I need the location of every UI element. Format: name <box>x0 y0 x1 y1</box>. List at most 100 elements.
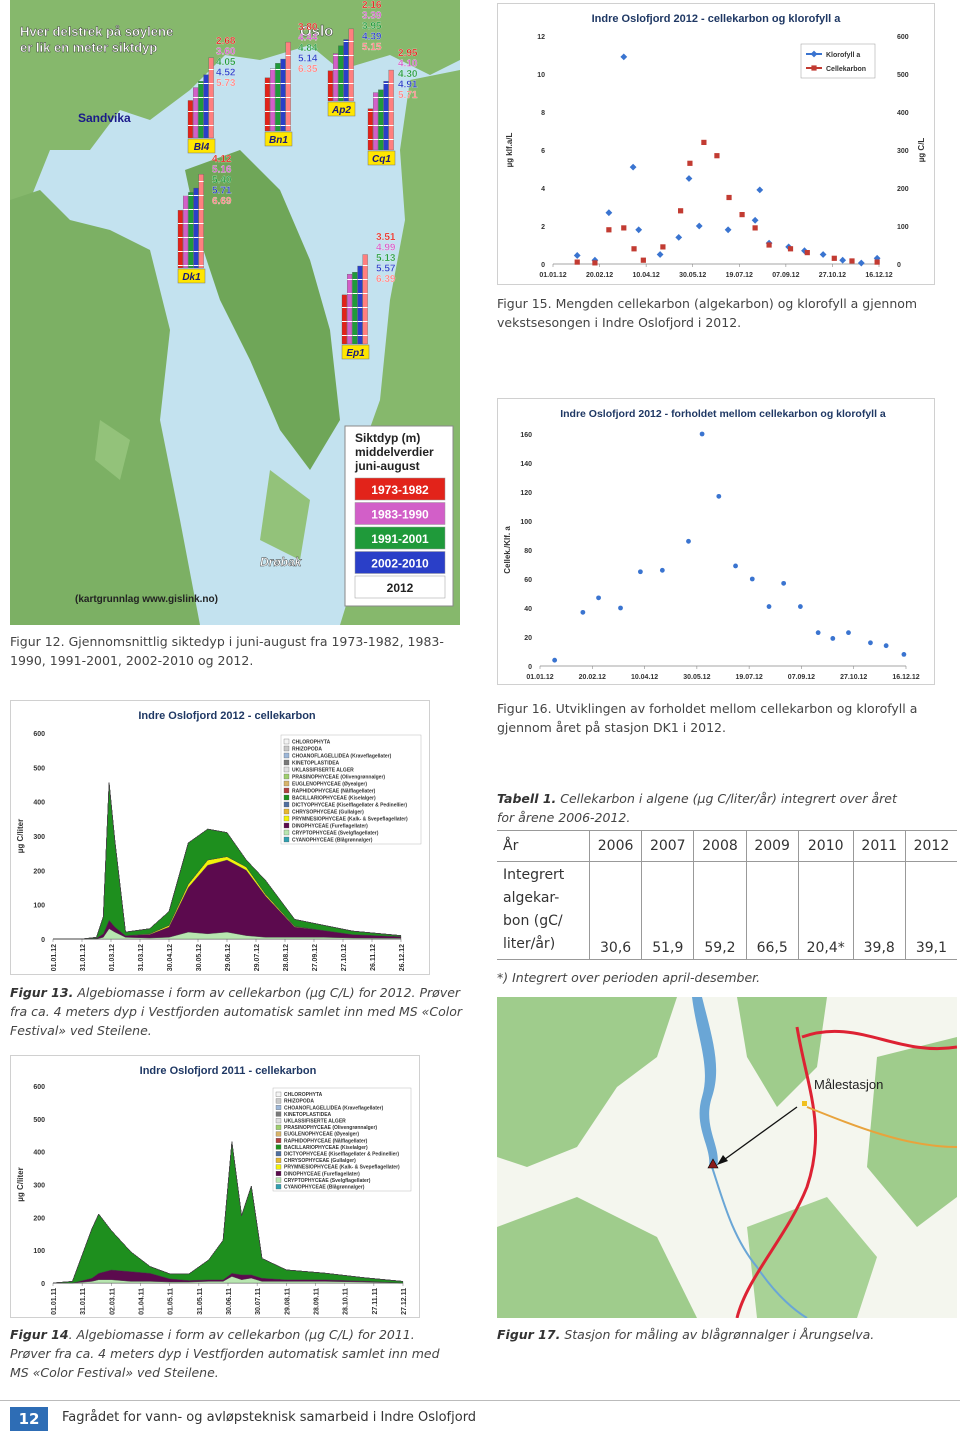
caption: Figur 16. Utviklingen av forholdet mello… <box>497 699 937 737</box>
bar-stripes <box>342 294 347 344</box>
x-tick-label: 01.01.11 <box>51 1288 58 1315</box>
y2-tick-label: 400 <box>897 110 909 117</box>
point <box>857 259 865 267</box>
forest <box>497 997 677 1167</box>
road <box>735 1026 818 1318</box>
station-box <box>187 138 216 154</box>
x-tick-label: 01.03.12 <box>109 944 116 971</box>
y2-tick-label: 300 <box>897 148 909 155</box>
y2-tick-label: 100 <box>897 224 909 231</box>
legend-label: 1973-1982 <box>371 483 429 497</box>
station-label: Bn1 <box>269 135 288 146</box>
point <box>699 431 705 437</box>
point <box>552 657 558 663</box>
visibility-value: 4.39 <box>362 32 382 43</box>
legend-swatch <box>283 745 290 752</box>
visibility-value: 5.13 <box>376 253 396 264</box>
legend-label: CYANOPHYCEAE (Blågrønnalger) <box>284 1184 365 1191</box>
lake <box>692 997 718 1167</box>
point <box>810 50 818 58</box>
legend-swatch <box>275 1138 282 1143</box>
legend-swatch <box>354 502 446 525</box>
x-tick-label: 02.03.11 <box>109 1288 116 1315</box>
point <box>631 246 637 252</box>
table-header-row: År 2006 2007 2008 2009 2010 2011 2012 <box>497 830 957 862</box>
legend-swatch <box>283 738 290 745</box>
visibility-value: 5.15 <box>362 42 382 53</box>
point <box>846 630 851 636</box>
table-header-cell: 2008 <box>693 830 747 862</box>
point <box>685 175 693 182</box>
point <box>675 234 683 241</box>
x-tick-label: 29.08.11 <box>284 1288 291 1315</box>
table-header-cell: 2006 <box>588 830 642 862</box>
chart-figure-14: Indre Oslofjord 2011 - cellekarbon µg C/l… <box>10 1055 420 1318</box>
point <box>640 257 646 263</box>
legend-label: CHLOROPHYTA <box>284 1092 323 1098</box>
caption-text: Cellekarbon i algene (µg C/liter/år) int… <box>497 791 897 825</box>
bar-stripes <box>188 192 194 268</box>
x-tick-label: 30.06.11 <box>226 1288 233 1315</box>
table-cell: 39,8 <box>852 861 906 960</box>
legend-box <box>280 734 422 845</box>
map-note: er lik en meter siktdyp <box>20 40 157 55</box>
visibility-value: 2.68 <box>216 36 236 47</box>
legend-label: EUGLENOPHYCEAE (Øyealger) <box>292 782 367 788</box>
legend-box <box>272 1087 412 1192</box>
legend-swatch <box>275 1118 282 1124</box>
chart: Indre Oslofjord 2012 - forholdet mellom … <box>503 408 920 681</box>
caption-text: . Algebiomasse i form av cellekarbon (µg… <box>10 1327 440 1380</box>
point <box>637 569 643 575</box>
point <box>659 567 665 573</box>
bar-stripes <box>188 100 193 138</box>
legend-swatch <box>283 766 290 773</box>
legend-label: CHRYSOPHYCEAE (Gullalger) <box>292 810 364 816</box>
point <box>766 604 772 609</box>
bar-stripes <box>208 57 214 138</box>
y-axis-label: µg C/liter <box>16 819 25 853</box>
caption-text: Mengden cellekarbon (algekarbon) og klor… <box>497 296 918 330</box>
legend-swatch <box>275 1164 282 1170</box>
bar-stripes <box>270 68 275 131</box>
point <box>839 256 847 264</box>
x-tick-label: 01.05.11 <box>168 1288 175 1315</box>
chart: Indre Oslofjord 2012 - cellekarbon µg C/l… <box>16 710 422 971</box>
arrowhead <box>717 1155 728 1165</box>
point <box>686 538 691 544</box>
caption-label: Figur 15. <box>497 296 552 311</box>
page-number: 12 <box>10 1407 48 1431</box>
bar-stripes <box>383 81 389 150</box>
visibility-value: 3.80 <box>298 22 318 33</box>
legend-swatch <box>275 1157 282 1163</box>
table-cell: 39,1 <box>904 861 957 960</box>
point <box>687 160 693 166</box>
x-tick-label: 31.01.11 <box>80 1288 87 1315</box>
caption-label: Figur 16. <box>497 701 552 716</box>
point <box>724 226 732 234</box>
legend-label: EUGLENOPHYCEAE (Øyealger) <box>284 1132 359 1138</box>
station-box <box>327 101 356 117</box>
visibility-value: 5.14 <box>298 54 318 65</box>
station-label: Målestasjon <box>814 1077 883 1092</box>
arrow <box>720 1106 798 1163</box>
legend-swatch <box>354 477 446 501</box>
road <box>806 1106 957 1148</box>
legend-swatch <box>275 1124 282 1130</box>
point <box>801 247 808 255</box>
y-tick-label: 0 <box>541 262 545 269</box>
point <box>752 225 758 231</box>
caption: Figur 12. Gjennomsnittlig siktedyp i jun… <box>10 632 465 670</box>
table: År 2006 2007 2008 2009 2010 2011 2012 Integrert … <box>497 830 957 960</box>
x-tick-label: 19.07.12 <box>736 674 763 681</box>
bar-stripes <box>362 254 368 344</box>
point <box>621 225 627 231</box>
caption: Figur 13. Algebiomasse i form av celleka… <box>10 983 470 1040</box>
station-label: Cq1 <box>372 154 391 165</box>
legend-swatch <box>275 1171 282 1176</box>
bar-stripes <box>193 87 198 138</box>
point <box>819 251 827 258</box>
station-label: Dk1 <box>182 272 201 283</box>
y2-tick-label: 200 <box>897 186 909 193</box>
legend-swatch <box>275 1098 282 1104</box>
